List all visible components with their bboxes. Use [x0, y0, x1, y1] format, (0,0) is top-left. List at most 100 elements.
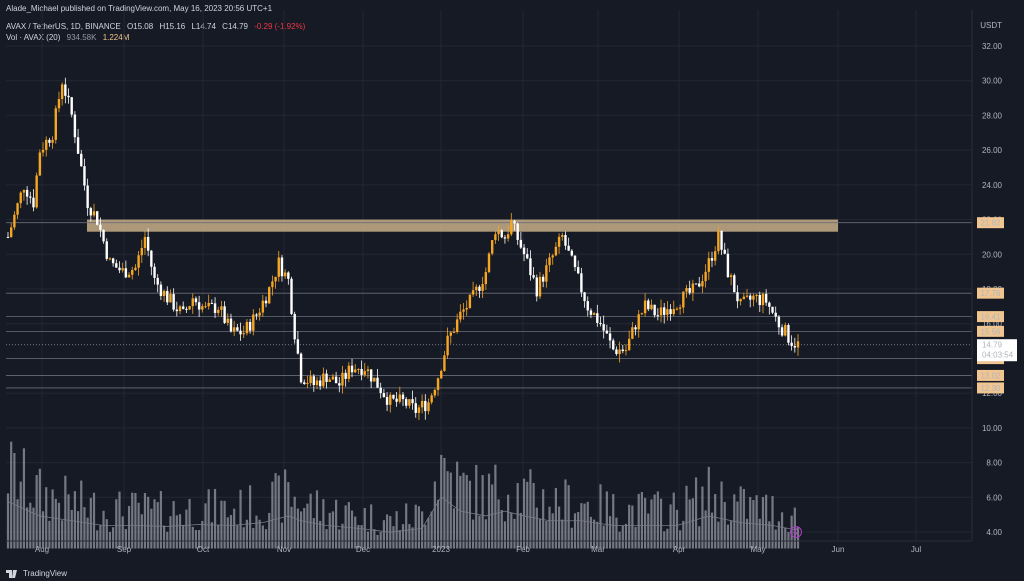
candle-body [401, 394, 405, 400]
y-tick-label: 30.00 [982, 77, 1003, 86]
lightning-icon [790, 526, 802, 538]
y-tick-label: 32.00 [982, 42, 1003, 51]
volume-bar [596, 521, 599, 549]
candle-body [89, 208, 93, 216]
volume-bar [730, 520, 733, 549]
candle-body [529, 258, 532, 276]
volume-bar [32, 507, 35, 549]
volume-bar [366, 531, 370, 549]
candle-body [793, 345, 797, 348]
volume-bar [628, 504, 631, 549]
volume-bar [80, 480, 83, 549]
candle-body [771, 306, 774, 313]
volume-bar [717, 521, 720, 549]
candle-body [363, 371, 366, 375]
x-tick-label: Jul [911, 545, 921, 554]
level-tag-label: 17.76 [980, 289, 1001, 298]
volume-bar [67, 494, 70, 549]
volume-bar [656, 491, 659, 549]
volume-bar [710, 512, 714, 549]
volume-bar [226, 517, 229, 549]
candle-body [634, 327, 637, 330]
ohlc-change: -0.29 (-1.92%) [254, 22, 306, 31]
volume-bar [723, 502, 726, 549]
volume-bar [491, 484, 494, 549]
candle-body [83, 166, 86, 186]
candle-body [414, 403, 417, 413]
volume-value: 1.224M [102, 33, 130, 42]
candle-body [704, 271, 707, 282]
volume-bar [360, 525, 363, 549]
candle-body [506, 234, 510, 239]
candle-body [389, 394, 392, 405]
volume-bar [382, 520, 385, 549]
candle-body [159, 284, 163, 297]
candle-body [124, 268, 128, 278]
volume-bar [255, 515, 258, 549]
candle-body [92, 211, 96, 216]
countdown-label: 04:03:54 [982, 351, 1014, 360]
volume-bar [602, 525, 605, 549]
volume-bar [51, 489, 54, 549]
candle-body [436, 378, 440, 390]
volume-bar [293, 496, 296, 549]
volume-bar [433, 481, 436, 549]
candle-body [6, 236, 10, 238]
candle-body [768, 302, 771, 307]
candle-body [16, 203, 19, 215]
volume-bar [666, 528, 669, 549]
y-tick-label: 24.00 [982, 181, 1003, 190]
candle-body [188, 306, 191, 310]
volume-bar [299, 511, 303, 549]
candle-body [111, 258, 115, 264]
candle-body [471, 290, 475, 295]
volume-bar [462, 472, 465, 549]
candle-body [290, 278, 293, 314]
candle-body [627, 338, 631, 351]
volume-bar [745, 518, 749, 549]
candle-body [283, 272, 287, 277]
symbol-line: AVAX / TetherUS, 1D, BINANCE O15.08 H15.… [6, 22, 309, 31]
volume-bar [268, 512, 271, 549]
candle-body [102, 229, 105, 242]
candle-body [236, 327, 239, 331]
brand-name: TradingView [23, 569, 68, 578]
volume-bar [643, 497, 647, 549]
volume-bar [478, 515, 481, 549]
volume-bar [526, 481, 529, 549]
volume-bar [86, 517, 89, 549]
volume-bar [223, 500, 226, 549]
ohlc-close: C14.79 [222, 22, 248, 31]
candle-body [580, 273, 583, 293]
volume-bar [612, 494, 615, 549]
volume-bar [303, 507, 306, 549]
volume-bar [287, 482, 290, 549]
volume-bar [471, 519, 475, 549]
level-tag [977, 369, 1004, 381]
candle-body [220, 306, 223, 310]
volume-bar [363, 508, 366, 549]
candle-body [245, 321, 249, 334]
volume-bar [637, 493, 640, 549]
volume-bar [38, 468, 41, 549]
volume-bar [487, 473, 491, 549]
volume-bar [335, 499, 338, 549]
candle-body [561, 235, 564, 237]
candle-body [172, 293, 175, 310]
candle-body [465, 307, 468, 310]
candle-body [433, 389, 437, 396]
volume-bar [319, 520, 322, 549]
volume-bar [736, 501, 739, 549]
volume-bar [213, 488, 217, 549]
candle-body [64, 84, 67, 96]
candle-body [583, 292, 586, 302]
volume-bar [675, 509, 679, 549]
volume-bar [242, 527, 245, 549]
candle-body [19, 192, 22, 204]
volume-ma: 934.58K [66, 33, 97, 42]
volume-bar [147, 496, 150, 549]
candle-body [656, 315, 660, 317]
candle-body [427, 402, 430, 412]
volume-bar [201, 520, 204, 549]
